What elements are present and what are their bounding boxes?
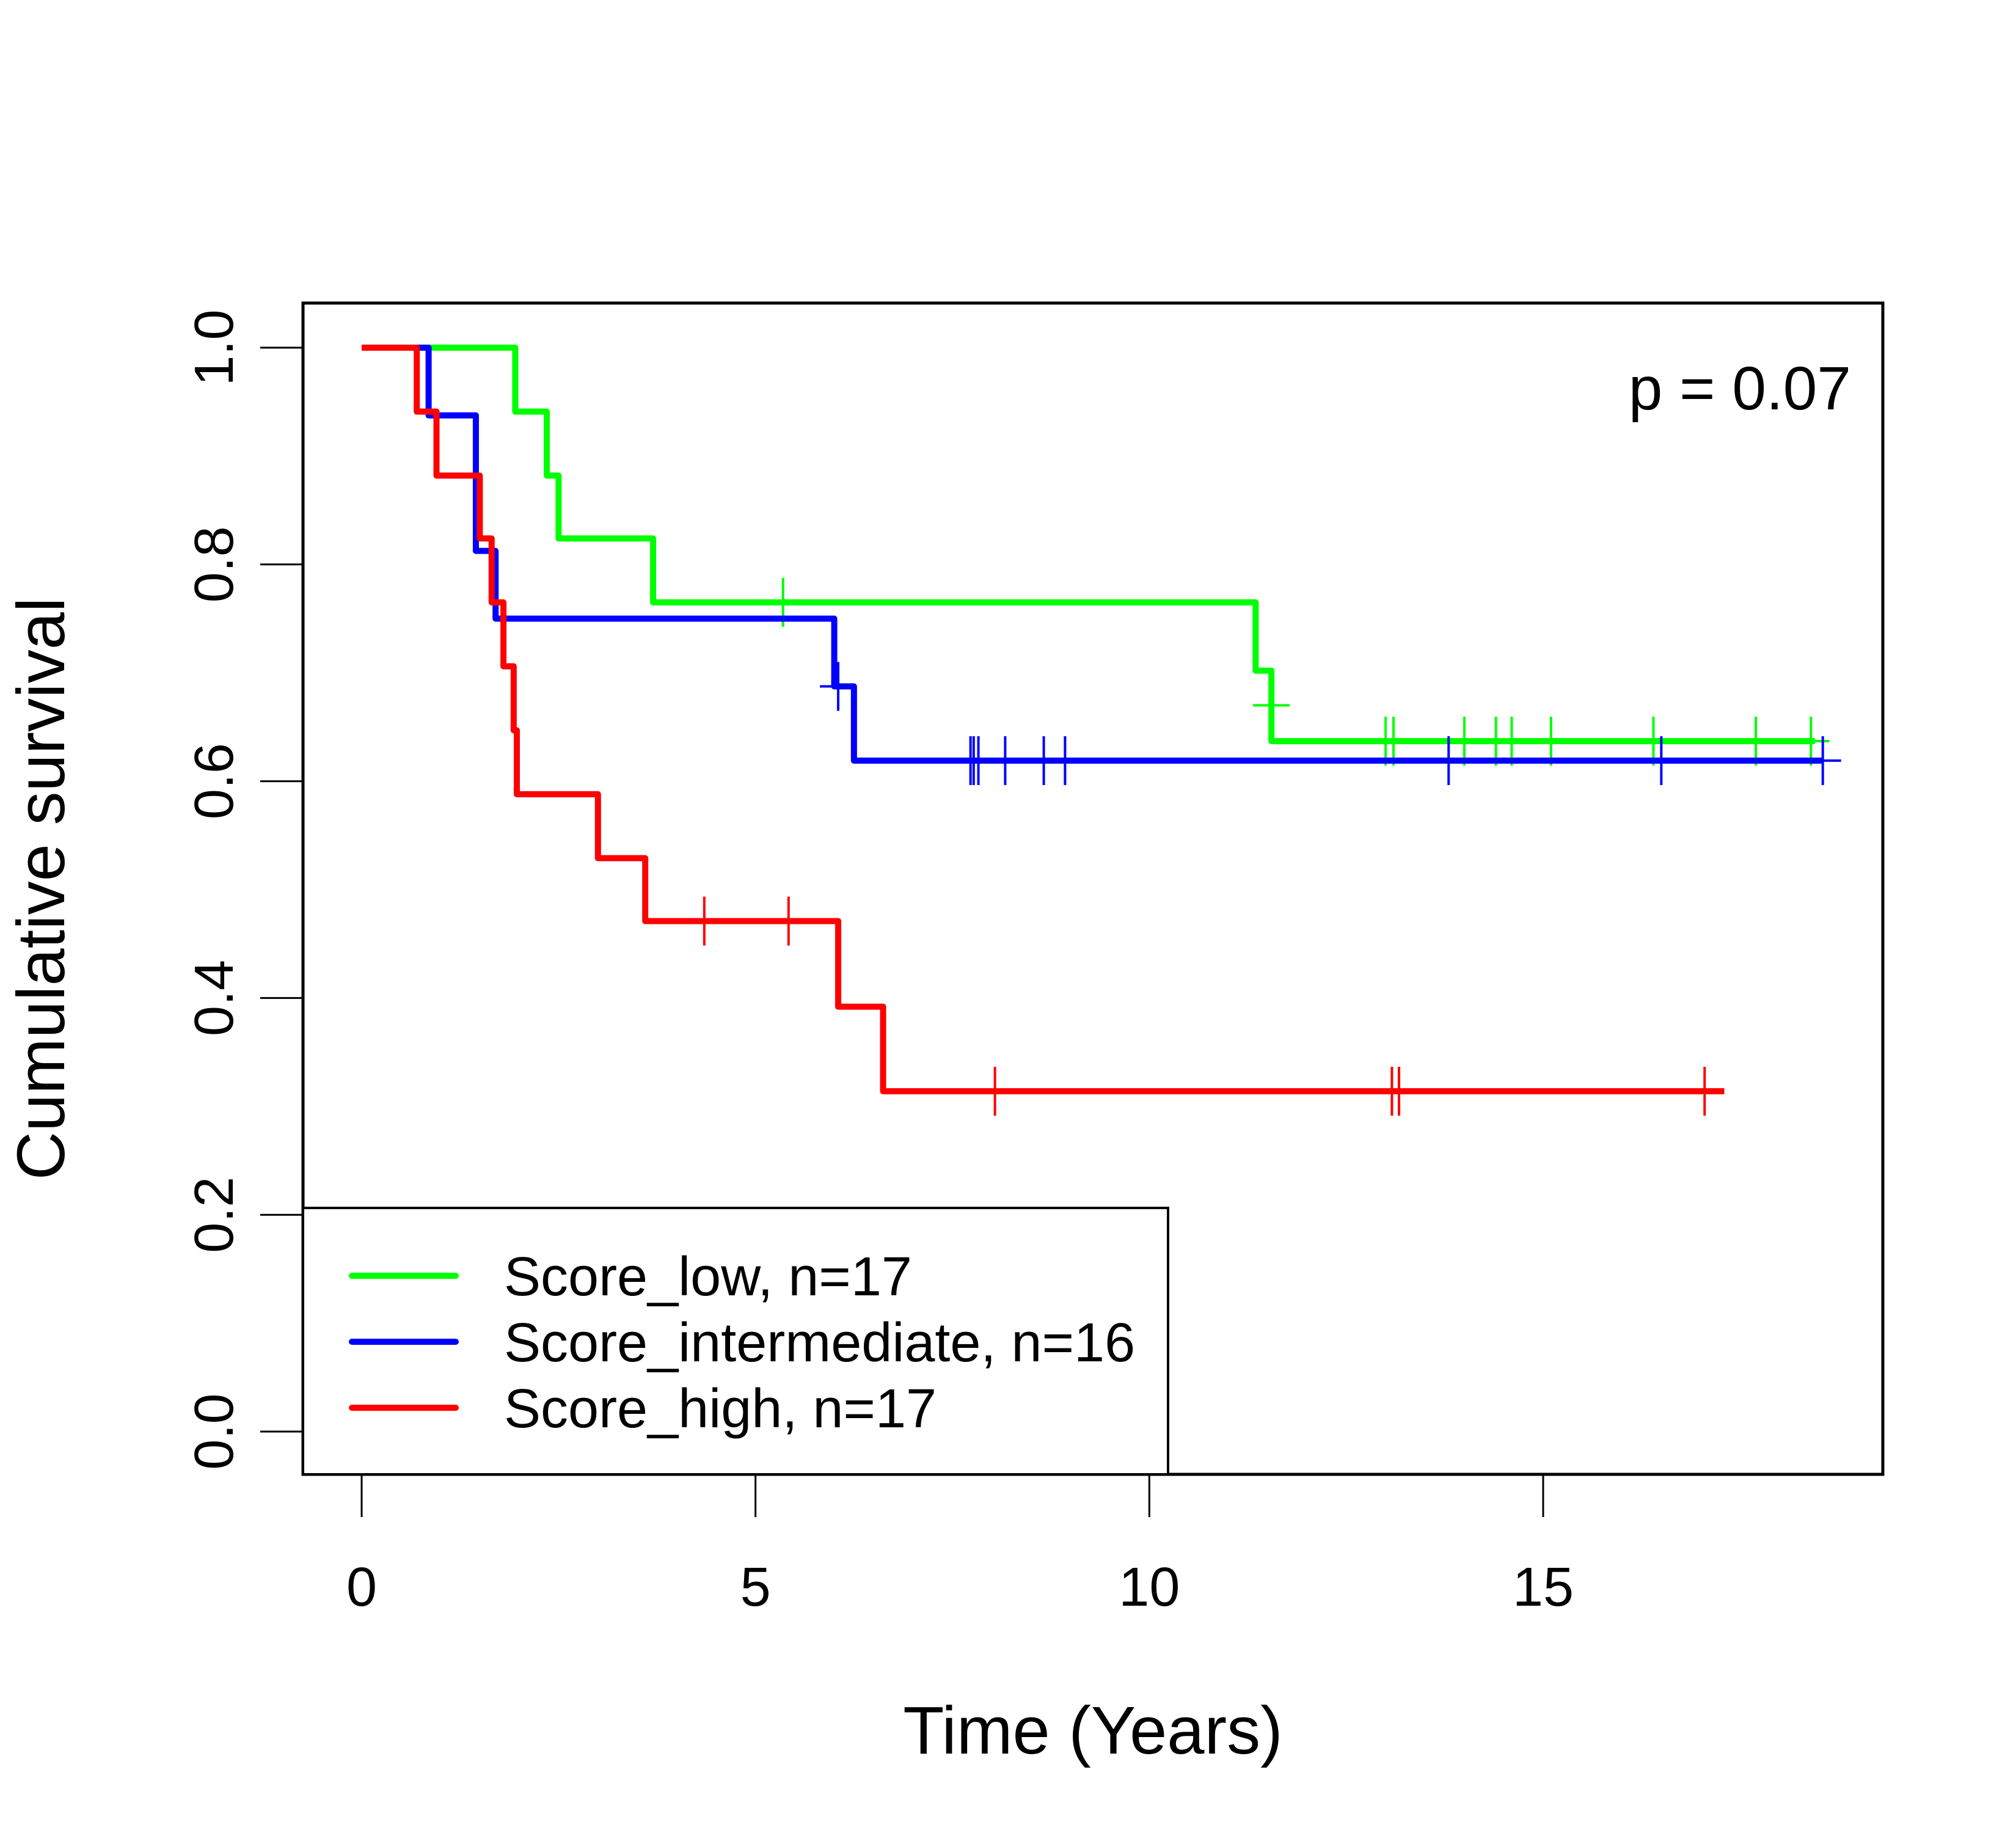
y-tick-label: 0.2 — [184, 1177, 245, 1253]
x-axis-label: Time (Years) — [903, 1693, 1282, 1768]
legend-label: Score_intermediate, n=16 — [504, 1312, 1135, 1374]
series-2 — [362, 345, 1725, 1116]
y-tick-label: 0.6 — [184, 743, 245, 819]
legend-label: Score_high, n=17 — [504, 1378, 937, 1440]
y-axis-label: Cumulative survival — [4, 598, 79, 1180]
y-tick-label: 0.8 — [184, 526, 245, 602]
p-value-annotation: p = 0.07 — [1629, 354, 1851, 423]
x-axis: 0 5 10 15 — [346, 1473, 1574, 1618]
survival-curve — [362, 345, 1823, 764]
series-1 — [362, 345, 1841, 785]
x-tick-label: 0 — [346, 1557, 377, 1618]
x-tick-label: 5 — [740, 1557, 771, 1618]
x-tick-label: 15 — [1513, 1557, 1574, 1618]
y-tick-label: 1.0 — [184, 309, 245, 386]
survival-curve — [362, 345, 1725, 1094]
y-tick-label: 0.0 — [184, 1393, 245, 1469]
survival-curve — [362, 345, 1815, 744]
plot-area — [362, 345, 1841, 1116]
x-tick-label: 10 — [1119, 1557, 1180, 1618]
y-tick-label: 0.4 — [184, 960, 245, 1036]
y-axis: 0.0 0.2 0.4 0.6 0.8 1.0 — [184, 309, 304, 1470]
legend-label: Score_low, n=17 — [504, 1246, 912, 1308]
series-0 — [362, 345, 1830, 766]
